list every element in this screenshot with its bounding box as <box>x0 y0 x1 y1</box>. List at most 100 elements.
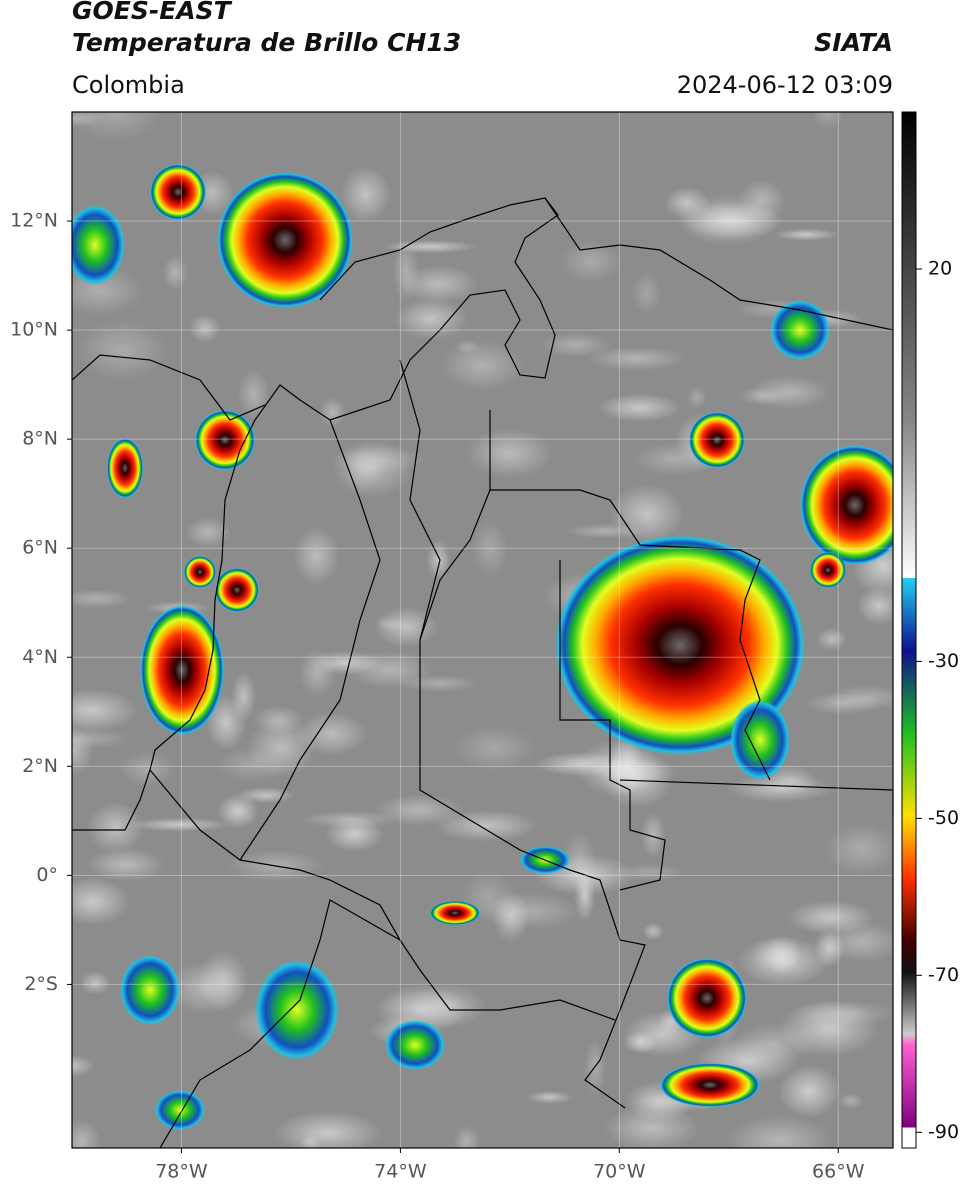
storm <box>150 164 206 220</box>
cloud <box>217 793 259 829</box>
storm <box>689 412 745 468</box>
cloud <box>129 817 230 832</box>
cloud <box>822 921 893 963</box>
storm <box>107 438 143 498</box>
cloud <box>603 1105 700 1148</box>
cloud <box>434 809 539 842</box>
y-tick-label: 0° <box>36 864 58 886</box>
x-tick-label: 66°W <box>812 1161 865 1183</box>
subtitle: Temperatura de Brillo CH13 <box>72 28 461 57</box>
cloud <box>631 271 662 316</box>
map-frame <box>71 111 894 1149</box>
cloud <box>763 934 802 975</box>
cloud <box>562 831 597 888</box>
cloud <box>804 692 881 715</box>
cloud <box>319 397 346 428</box>
map-image <box>72 112 893 1148</box>
cloud <box>838 1093 864 1110</box>
storm <box>660 1063 760 1107</box>
grid <box>72 112 893 1148</box>
cloud <box>398 265 479 304</box>
storm <box>215 568 259 612</box>
cloud <box>597 393 682 422</box>
border <box>239 419 381 861</box>
cloud <box>86 847 165 882</box>
border <box>419 489 646 1109</box>
storms <box>72 164 893 1130</box>
cloud <box>375 985 467 1034</box>
cloud <box>87 801 144 854</box>
cloud <box>162 254 188 291</box>
cloud <box>298 1134 323 1148</box>
y-tick-label: 4°N <box>22 646 58 668</box>
title: GOES-EAST <box>72 0 233 25</box>
cloud <box>774 228 839 241</box>
cloud <box>453 1125 480 1148</box>
cloud-cell <box>730 700 790 780</box>
cloud <box>453 725 536 772</box>
border <box>159 899 401 1148</box>
cloud <box>640 812 666 859</box>
cloud <box>566 523 643 539</box>
y-tick-label: 6°N <box>22 537 58 559</box>
cloud <box>215 747 287 782</box>
cloud <box>295 711 368 756</box>
storm <box>430 901 480 925</box>
cloud-cell <box>255 960 339 1060</box>
cloud <box>539 332 612 358</box>
cloud <box>72 728 133 750</box>
storm <box>184 556 216 588</box>
cloud <box>374 616 406 632</box>
cloud <box>440 340 524 391</box>
x-tick-label: 70°W <box>593 1161 646 1183</box>
source: SIATA <box>814 28 893 57</box>
cloud <box>465 428 554 479</box>
x-tick-label: 74°W <box>374 1161 427 1183</box>
cloud <box>298 649 337 698</box>
border <box>149 769 616 1021</box>
cloud <box>726 774 835 803</box>
cloud <box>340 165 392 223</box>
x-tick-label: 78°W <box>155 1161 208 1183</box>
cloud <box>72 589 132 609</box>
colorbar-tick-label: -30 <box>928 650 959 672</box>
cloud <box>738 387 786 406</box>
storm <box>140 605 224 735</box>
cloud <box>560 240 622 283</box>
cloud <box>72 1054 96 1078</box>
storm <box>667 958 747 1038</box>
colorbar-tick-label: -50 <box>928 807 959 829</box>
cloud <box>856 586 893 625</box>
datetime: 2024-06-12 03:09 <box>677 71 893 99</box>
cloud <box>586 346 687 371</box>
border <box>72 354 266 421</box>
border <box>559 560 666 891</box>
y-tick-label: 12°N <box>10 210 58 232</box>
storm <box>195 410 255 470</box>
coastline <box>544 197 893 331</box>
cloud <box>72 688 138 733</box>
clouds <box>72 112 893 1148</box>
cloud-cell <box>155 1090 205 1130</box>
cloud <box>791 1000 893 1026</box>
region: Colombia <box>72 71 185 99</box>
storm <box>217 172 353 308</box>
cloud <box>72 877 130 926</box>
cloud <box>237 369 271 420</box>
cloud-cell <box>385 1020 445 1070</box>
cloud <box>816 627 848 651</box>
cloud <box>812 112 845 130</box>
cloud-cell <box>770 300 830 360</box>
cloud <box>686 385 708 410</box>
cloud <box>75 320 169 381</box>
colorbar-tick-label: 20 <box>928 257 952 279</box>
storm <box>555 535 805 755</box>
cloud <box>642 922 664 941</box>
cloud <box>118 751 176 787</box>
cloud <box>471 519 509 578</box>
colorbar <box>901 111 917 1149</box>
colorbar-tick-label: -70 <box>928 964 959 986</box>
cloud-cell <box>120 955 180 1025</box>
y-tick-label: 10°N <box>10 319 58 341</box>
